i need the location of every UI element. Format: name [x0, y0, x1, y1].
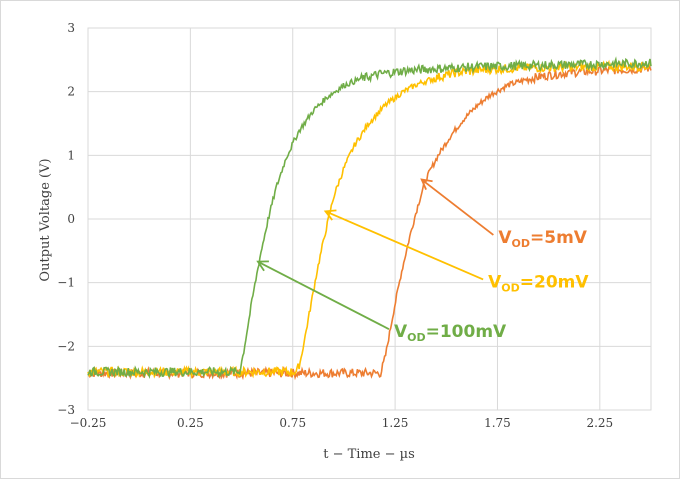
series-line-3	[87, 56, 652, 379]
x-tick-label: 0.25	[177, 416, 204, 430]
x-tick-label: 1.75	[484, 416, 511, 430]
annotation-label: VOD=20mV	[488, 272, 589, 294]
grid	[87, 27, 652, 411]
series	[87, 56, 652, 381]
x-axis-title: t − Time − µs	[323, 447, 415, 462]
annotation-arrow	[257, 260, 390, 330]
annotation-arrow	[421, 178, 494, 236]
annotation-label: VOD=5mV	[498, 228, 587, 250]
y-tick-label: −3	[57, 403, 75, 417]
x-tick-label: −0.25	[70, 416, 107, 430]
y-tick-label: −1	[57, 276, 75, 290]
annotation-arrowhead	[323, 209, 337, 221]
y-tick-label: −2	[57, 339, 75, 353]
y-tick-label: 0	[67, 212, 75, 226]
annotation-arrow	[325, 210, 484, 281]
y-axis-title: Output Voltage (V)	[38, 158, 53, 281]
y-tick-label: 1	[67, 148, 75, 162]
annotations: VOD=5mV VOD=20mV VOD=100mV	[256, 178, 589, 344]
y-tick-label: 2	[67, 85, 75, 99]
y-tick-label: 3	[67, 21, 75, 35]
annotation-label: VOD=100mV	[394, 322, 507, 344]
annotation-arrowhead	[256, 260, 269, 272]
x-tick-label: 1.25	[382, 416, 409, 430]
series-line-1	[87, 62, 652, 381]
x-tick-label: 2.25	[586, 416, 613, 430]
x-tick-label: 0.75	[279, 416, 306, 430]
annotation-arrowhead	[420, 178, 433, 190]
axes: −0.25 0.25 0.75 1.25 1.75 2.25 3 2 1 0 −1 −2 −3	[57, 21, 613, 430]
